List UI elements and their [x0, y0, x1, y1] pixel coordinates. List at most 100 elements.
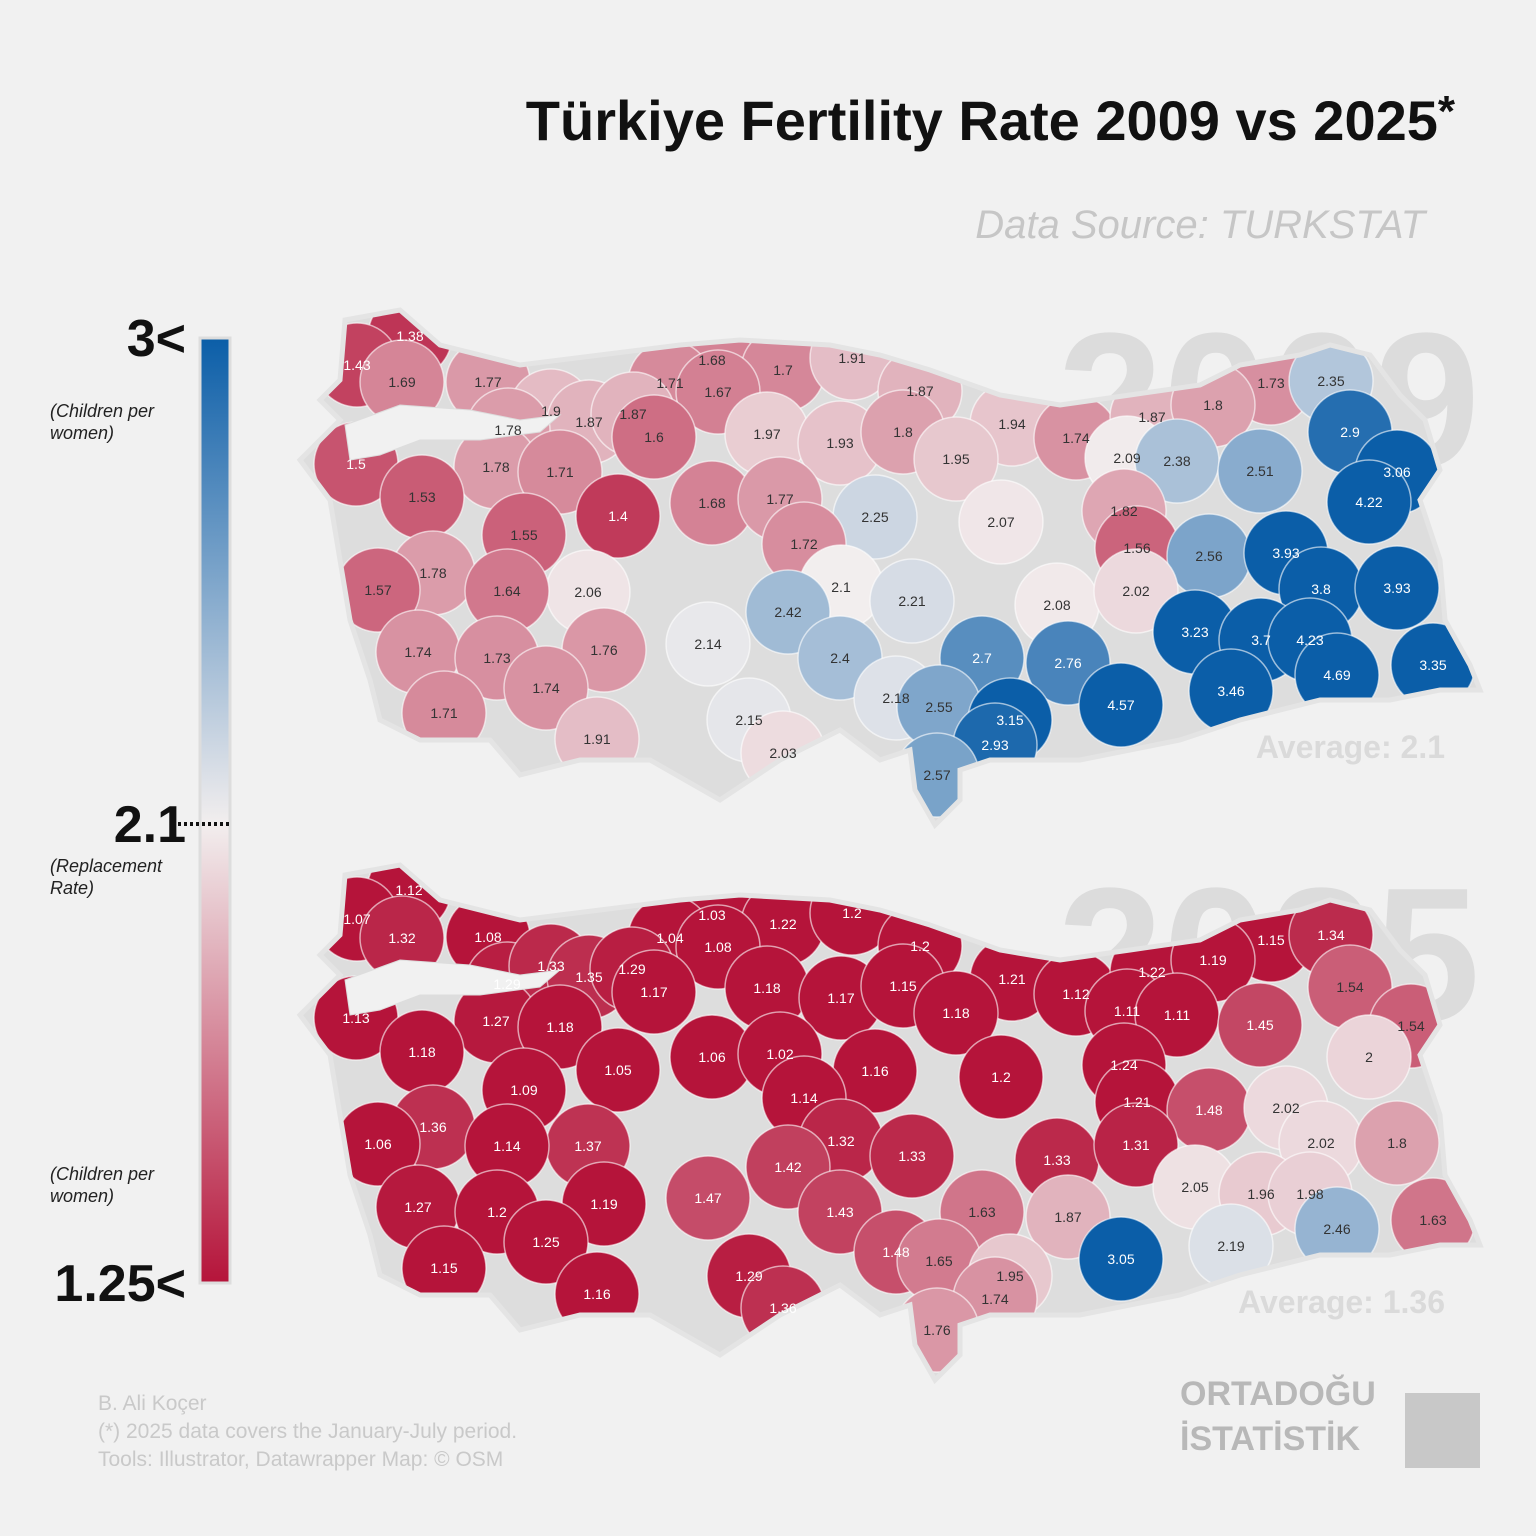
- province-label: 1.15: [889, 978, 916, 994]
- legend-bar: [198, 336, 232, 1285]
- average: Average: 2.1: [1256, 729, 1445, 765]
- province-label: 1.14: [493, 1138, 520, 1154]
- province-label: 1.06: [364, 1136, 391, 1152]
- province-label: 1.56: [1123, 540, 1150, 556]
- province: [1217, 428, 1303, 514]
- province: [575, 473, 661, 559]
- logo-icon: [1405, 1393, 1480, 1468]
- province-label: 1.8: [1387, 1135, 1407, 1151]
- province-label: 1.47: [694, 1190, 721, 1206]
- province-label: 1.98: [1296, 1186, 1323, 1202]
- province-label: 2.76: [1054, 655, 1081, 671]
- province-label: 3.8: [1311, 581, 1331, 597]
- sea: [344, 959, 562, 1016]
- province-label: 1.2: [991, 1069, 1011, 1085]
- province-label: 1.22: [1138, 964, 1165, 980]
- province-label: 1.65: [925, 1253, 952, 1269]
- province-label: 1.17: [640, 984, 667, 1000]
- province-label: 1.73: [1257, 375, 1284, 391]
- province-label: 1.53: [408, 489, 435, 505]
- province-label: 1.36: [769, 1300, 796, 1316]
- province-label: 3.23: [1181, 624, 1208, 640]
- province-label: 1.54: [1336, 979, 1363, 995]
- province-label: 1.78: [482, 459, 509, 475]
- province-label: 1.03: [698, 907, 725, 923]
- province-label: 1.33: [537, 958, 564, 974]
- province-label: 1.22: [769, 916, 796, 932]
- province-label: 1.21: [998, 971, 1025, 987]
- title-text: Türkiye Fertility Rate 2009 vs 2025: [526, 89, 1438, 152]
- province-label: 1.9: [541, 403, 561, 419]
- province-label: 2.55: [925, 699, 952, 715]
- source: Data Source: TURKSTAT: [975, 203, 1427, 247]
- province-label: 2.42: [774, 604, 801, 620]
- province-label: 1.32: [827, 1133, 854, 1149]
- province-label: 1.87: [906, 383, 933, 399]
- province-label: 1.19: [1199, 952, 1226, 968]
- province-label: 3.46: [1217, 683, 1244, 699]
- province-label: 1.48: [882, 1244, 909, 1260]
- legend-label: 3<: [127, 310, 186, 368]
- province-label: 3.06: [1383, 464, 1410, 480]
- province: [1326, 459, 1412, 545]
- average: Average: 1.36: [1238, 1284, 1445, 1320]
- province-label: 1.5: [346, 456, 366, 472]
- province-label: 3.93: [1272, 545, 1299, 561]
- province-label: 1.18: [408, 1044, 435, 1060]
- province-label: 1.29: [735, 1268, 762, 1284]
- province-label: 1.77: [474, 374, 501, 390]
- province: [1354, 1100, 1440, 1186]
- province-label: 2.06: [574, 584, 601, 600]
- province-label: 2.19: [1217, 1238, 1244, 1254]
- province-label: 2.56: [1195, 548, 1222, 564]
- province: [611, 949, 697, 1035]
- province-label: 1.12: [1062, 986, 1089, 1002]
- province-label: 2.14: [694, 636, 721, 652]
- province-label: 1.71: [546, 464, 573, 480]
- province-label: 1.33: [1043, 1152, 1070, 1168]
- province-label: 1.87: [619, 406, 646, 422]
- province-label: 2: [1365, 1049, 1373, 1065]
- province-label: 1.78: [419, 565, 446, 581]
- province-label: 1.32: [388, 930, 415, 946]
- province-label: 1.25: [532, 1234, 559, 1250]
- province-label: 2.7: [972, 650, 992, 666]
- province-label: 4.23: [1296, 632, 1323, 648]
- province-label: 1.73: [483, 650, 510, 666]
- province-label: 1.68: [698, 352, 725, 368]
- province-label: 1.55: [510, 527, 537, 543]
- province-label: 1.48: [1195, 1102, 1222, 1118]
- province-label: 2.1: [831, 579, 851, 595]
- province-label: 2.08: [1043, 597, 1070, 613]
- country-outline: [296, 862, 1484, 1385]
- province-label: 3.15: [996, 712, 1023, 728]
- province-label: 1.05: [604, 1062, 631, 1078]
- province-label: 1.6: [644, 429, 664, 445]
- legend-label: 2.1: [114, 796, 186, 854]
- legend-note: (Children per women): [50, 1164, 155, 1206]
- province: [503, 1199, 589, 1285]
- province-label: 3.93: [1383, 580, 1410, 596]
- province-label: 1.64: [493, 583, 520, 599]
- maps: 20091.381.431.691.771.681.71.911.711.671…: [296, 294, 1484, 1385]
- province-label: 1.42: [774, 1159, 801, 1175]
- province-label: 1.71: [656, 375, 683, 391]
- province-label: 1.11: [1164, 1007, 1190, 1023]
- province-label: 2.02: [1122, 583, 1149, 599]
- province: [869, 1113, 955, 1199]
- legend: 3< 2.1 1.25<: [54, 310, 232, 1313]
- province-label: 1.29: [618, 961, 645, 977]
- province-label: 1.02: [766, 1046, 793, 1062]
- province-label: 1.27: [404, 1199, 431, 1215]
- province-label: 1.74: [404, 644, 431, 660]
- footer-line: B. Ali Koçer: [98, 1392, 207, 1415]
- province-label: 1.8: [893, 424, 913, 440]
- province-label: 1.38: [396, 328, 423, 344]
- title-mark: *: [1438, 87, 1456, 136]
- province: [958, 1034, 1044, 1120]
- province-label: 2.03: [769, 745, 796, 761]
- province-label: 1.87: [1138, 409, 1165, 425]
- province-label: 1.35: [575, 969, 602, 985]
